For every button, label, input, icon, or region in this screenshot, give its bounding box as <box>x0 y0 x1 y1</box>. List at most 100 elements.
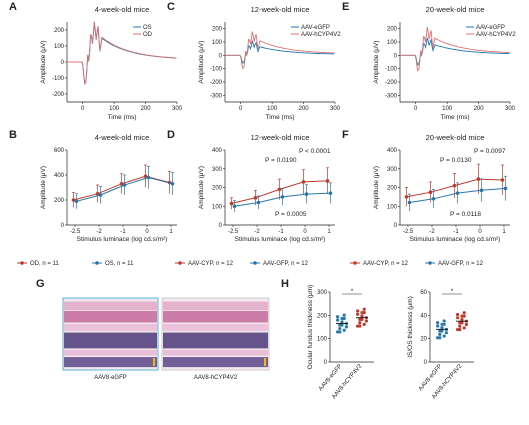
point-D-0 <box>301 180 306 184</box>
annotation-F-2: P = 0.0118 <box>450 211 481 218</box>
point-F-0 <box>404 195 409 199</box>
dot-H1-0 <box>338 326 342 331</box>
dot-H2-0 <box>438 329 442 333</box>
point-D-1 <box>256 200 261 205</box>
ytick-label-C: 200 <box>212 27 223 33</box>
dot-H1-1 <box>358 324 362 328</box>
ytick-label-F: 100 <box>387 204 398 210</box>
histology-image-0 <box>62 297 159 371</box>
histology-layer-0-2 <box>64 323 157 332</box>
dot-H1-1 <box>356 309 360 313</box>
dot-H2-1 <box>462 326 466 330</box>
dot-H1-0 <box>344 325 348 329</box>
histology-layer-1-5 <box>163 357 268 368</box>
histology-layer-0-4 <box>64 349 157 356</box>
dot-H1-1 <box>356 312 360 316</box>
legend-label-C-1: AAV-hCYP4V2 <box>301 32 341 38</box>
ytick-label-D: 200 <box>212 186 223 192</box>
ytick-label-D: 300 <box>212 167 223 173</box>
ytick-label-C: -200 <box>210 80 223 86</box>
histology-layer-0-3 <box>64 332 157 349</box>
xtick-label-D: -1 <box>278 229 284 235</box>
panel-title-E: 20-week-old mice <box>426 5 485 14</box>
xtick-label-E: 0 <box>414 106 418 112</box>
ytick-label-C: -300 <box>210 93 223 99</box>
dot-H2-0 <box>436 336 440 340</box>
ytick-label-F: 400 <box>387 148 398 154</box>
dot-H2-1 <box>456 327 460 332</box>
dot-H2-1 <box>462 311 466 315</box>
trace-A-1 <box>67 21 177 85</box>
panel-label-B: B <box>9 129 17 141</box>
dot-H1-1 <box>362 322 366 326</box>
legend-marker-F-1 <box>428 261 432 265</box>
point-D-1 <box>280 195 285 199</box>
dot-H2-0 <box>440 329 444 333</box>
histology-layer-0-5 <box>64 357 157 368</box>
dot-H2-1 <box>460 317 464 322</box>
annotation-D-2: P = 0.0005 <box>275 211 307 218</box>
xtick-label-F: 0 <box>478 229 482 235</box>
histology-caption-1: AAV8-hCYP4V2 <box>194 375 238 381</box>
dot-H2-0 <box>442 322 446 326</box>
dot-H2-1 <box>456 316 460 320</box>
xtick-label-A: 0 <box>81 106 85 112</box>
trace-E-0 <box>400 37 510 66</box>
ytick-label-H2: 20 <box>420 337 427 343</box>
dot-H2-1 <box>458 327 462 332</box>
dot-H2-0 <box>438 332 442 336</box>
ytick-label-C: -100 <box>210 67 223 73</box>
panel-label-C: C <box>167 1 175 13</box>
dot-H1-0 <box>338 323 342 327</box>
legend-label-C-0: AAV-eGFP <box>301 25 330 31</box>
point-F-0 <box>428 190 433 194</box>
dot-H1-1 <box>364 319 368 323</box>
dot-H1-0 <box>342 328 346 332</box>
legend-marker-B-1 <box>95 261 99 265</box>
xtick-label-C: 300 <box>330 106 341 112</box>
scale-bar-0 <box>153 358 155 366</box>
annotation-D-1: P < 0.0001 <box>299 148 331 155</box>
dot-H1-1 <box>360 317 364 321</box>
panel-label-H: H <box>281 278 289 290</box>
xtick-label-C: 200 <box>299 106 310 112</box>
annotation-D-0: P = 0.0190 <box>265 157 297 164</box>
dot-H1-1 <box>362 311 366 315</box>
legend-label-B-1: OS, n = 11 <box>105 261 134 267</box>
dot-H1-0 <box>336 318 340 322</box>
legend-label-F-0: AAV-CYP, n = 12 <box>363 261 409 267</box>
point-D-0 <box>277 187 282 192</box>
xtick-label-F: -1 <box>453 229 459 235</box>
xtick-label-B: -2.5 <box>70 229 81 235</box>
dot-H2-0 <box>440 322 444 326</box>
x-label-B: Stimulus luminace (log cd.s/m²) <box>77 236 168 243</box>
ytick-label-E: -100 <box>385 67 398 73</box>
point-B-0 <box>95 191 100 196</box>
dot-H2-1 <box>458 324 462 328</box>
dot-H1-1 <box>358 321 362 325</box>
ytick-label-E: 100 <box>387 40 398 46</box>
legend-marker-D-0 <box>178 261 182 265</box>
ytick-label-H1: 300 <box>317 290 328 296</box>
legend-label-E-0: AAV-eGFP <box>476 25 505 31</box>
ytick-label-B: 600 <box>54 148 65 154</box>
point-F-1 <box>407 200 412 205</box>
y-label-F: Amplitude (μV) <box>373 166 380 209</box>
dot-H2-1 <box>462 314 466 318</box>
legend-label-F-1: AAV-GFP, n = 12 <box>438 261 484 267</box>
xtick-label-C: 100 <box>267 106 278 112</box>
dot-H2-1 <box>458 321 462 325</box>
dot-H2-0 <box>442 334 446 338</box>
histology-layer-1-0 <box>163 301 268 311</box>
point-B-0 <box>143 174 148 179</box>
ytick-label-C: 0 <box>219 53 223 59</box>
point-B-1 <box>74 199 79 204</box>
x-label-F: Stimulus luminace (log cd.s/m²) <box>410 236 501 243</box>
sig-mark-H2: * <box>451 288 454 295</box>
x-label-E: Time (ms) <box>440 114 469 121</box>
xtick-label-A: 300 <box>172 106 183 112</box>
dot-H1-1 <box>356 324 360 328</box>
xtick-label-A: 100 <box>109 106 120 112</box>
